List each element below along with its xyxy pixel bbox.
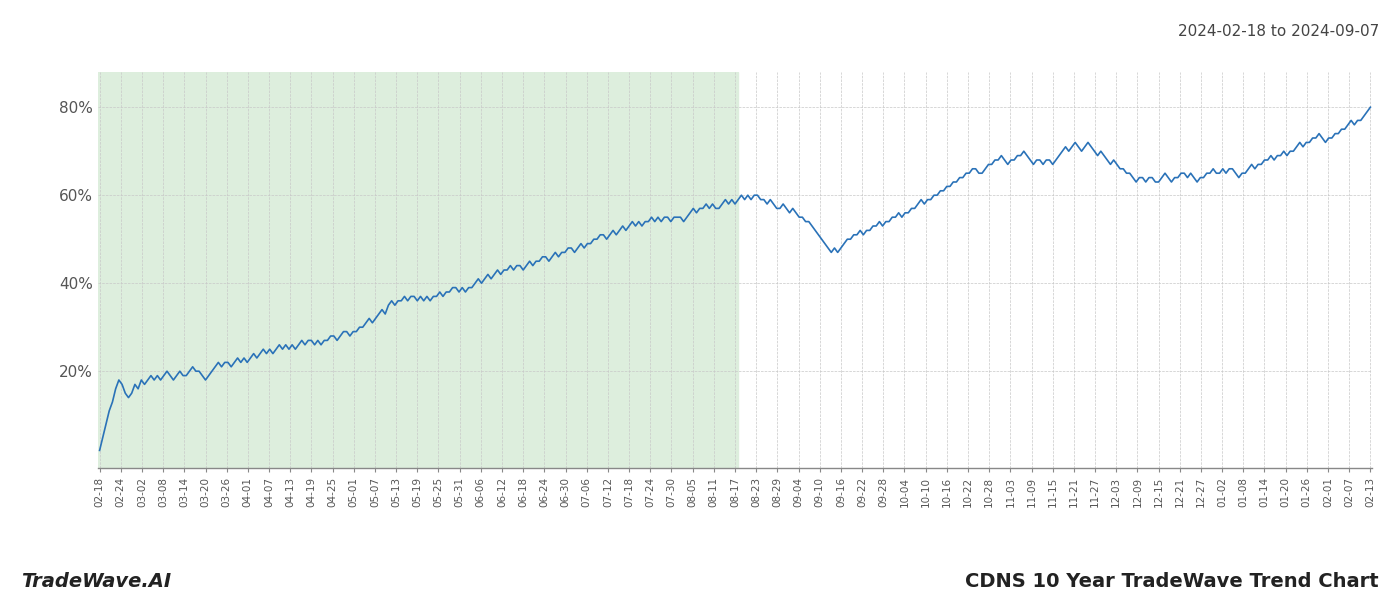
Text: CDNS 10 Year TradeWave Trend Chart: CDNS 10 Year TradeWave Trend Chart xyxy=(966,572,1379,591)
Bar xyxy=(98,72,738,468)
Text: 2024-02-18 to 2024-09-07: 2024-02-18 to 2024-09-07 xyxy=(1177,24,1379,39)
Text: TradeWave.AI: TradeWave.AI xyxy=(21,572,171,591)
